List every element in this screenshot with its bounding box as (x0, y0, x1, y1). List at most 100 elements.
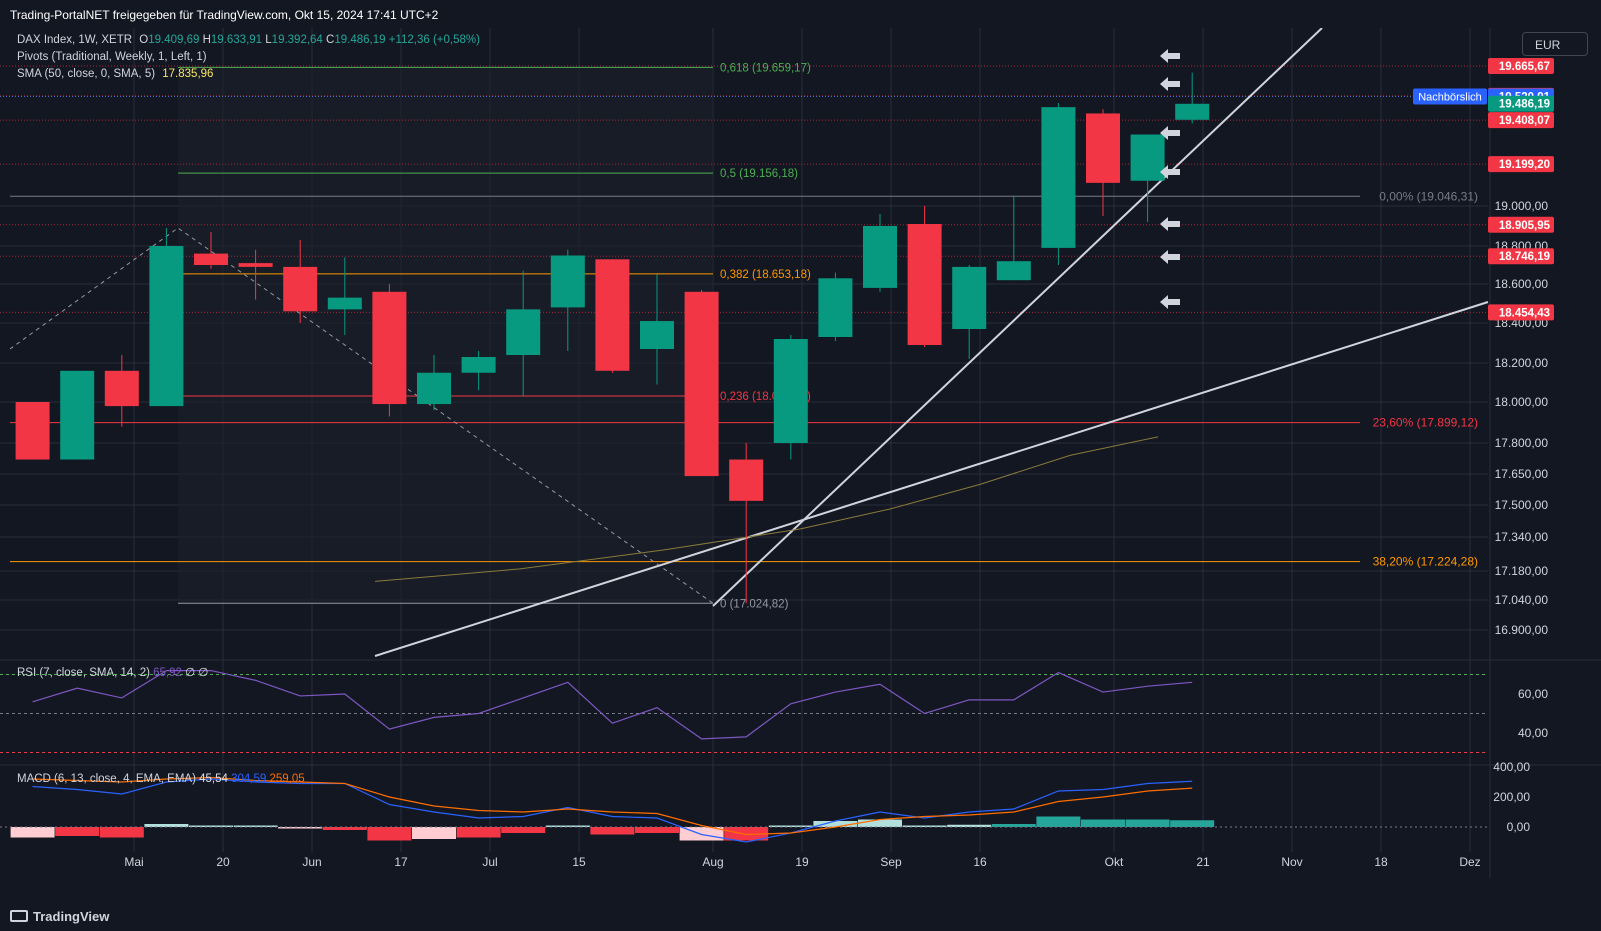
macd-histogram-bar (1125, 819, 1170, 827)
macd-histogram-bar (367, 827, 412, 841)
candle-body (1041, 107, 1076, 248)
macd-signal-line (32, 776, 1193, 836)
y-tick-label: 18.600,00 (1495, 277, 1549, 291)
macd-histogram-bar (278, 827, 323, 829)
macd-histogram-bar (902, 825, 947, 827)
x-tick-label: Nov (1281, 855, 1302, 869)
macd-histogram-bar (456, 827, 501, 838)
chart-canvas[interactable]: Mai 20 Jun 17 Jul 15 Aug 19 Sep 16 Okt 21 Nov 18 Dez 19… (0, 28, 1601, 905)
macd-histogram-bar (189, 825, 233, 827)
price-tag (1488, 216, 1554, 233)
macd-signal-value: 259,05 (269, 773, 305, 785)
price-tag (1488, 156, 1554, 173)
currency-button[interactable]: EUR (1522, 32, 1588, 56)
y-tick-label: 19.000,00 (1495, 199, 1549, 213)
y-tick-label: 16.900,00 (1495, 623, 1549, 637)
macd-histogram-bar (724, 827, 769, 841)
y-tick-label: 17.800,00 (1495, 436, 1549, 450)
price-tag-label: 18.454,43 (1499, 307, 1550, 319)
brand-label: TradingView (33, 909, 110, 924)
price-tag-label: 19.408,07 (1499, 115, 1550, 127)
macd-histogram-bar (1036, 816, 1081, 827)
top-bar: Trading-PortalNET freigegeben für Tradin… (0, 0, 1601, 28)
price-tag (1488, 58, 1554, 74)
y-tick-label: 17.650,00 (1495, 467, 1549, 481)
price-tag-label: 19.665,67 (1499, 61, 1550, 73)
pivot-arrow-icon (1160, 126, 1180, 140)
candle-body (506, 309, 541, 355)
candle-body (194, 253, 228, 265)
macd-histogram-bar (10, 827, 55, 838)
tradingview-logo[interactable]: TradingView (10, 909, 109, 924)
high-label: H (202, 34, 211, 46)
open-value: 19.409,69 (148, 34, 200, 46)
macd-histogram-bar (768, 825, 813, 827)
price-tag-label: 18.746,19 (1499, 251, 1550, 263)
macd-histogram-bar (412, 827, 456, 839)
macd-histogram-bar (545, 825, 590, 827)
rsi-value: 65,92 (153, 667, 182, 679)
open-label: O (139, 34, 149, 46)
pivots-legend: Pivots (Traditional, Weekly, 1, Left, 1) (17, 51, 207, 63)
candle-body (238, 263, 273, 267)
macd-histogram-bar (322, 827, 367, 830)
candle-body (818, 278, 853, 337)
x-tick-label: 20 (216, 855, 230, 869)
close-label: C (326, 34, 335, 46)
footer: TradingView (0, 905, 1601, 931)
candle-body (372, 291, 407, 405)
candle-body (1086, 113, 1120, 183)
symbol-name: DAX Index, 1W, XETR (17, 34, 133, 46)
macd-line (32, 778, 1193, 843)
rsi-label: RSI (7, close, SMA, 14, 2) (17, 667, 150, 679)
candle-body (327, 297, 362, 310)
y-tick-label: 17.180,00 (1495, 564, 1549, 578)
fib-label: 0,382 (18.653,18) (720, 269, 811, 281)
rsi-legend: RSI (7, close, SMA, 14, 2) 65,92 ∅ ∅ (17, 665, 208, 679)
macd-histogram-bar (1170, 820, 1215, 827)
rsi-extra: ∅ ∅ (185, 667, 209, 679)
macd-legend: MACD (6, 13, close, 4, EMA, EMA) 45,54 3… (17, 773, 305, 785)
low-label: L (265, 34, 272, 46)
candle-body (417, 372, 451, 405)
low-value: 19.392,64 (271, 34, 323, 46)
price-tag (1488, 248, 1554, 265)
x-tick-label: 21 (1196, 855, 1210, 869)
x-tick-label: 15 (572, 855, 586, 869)
candle-body (907, 224, 942, 345)
sma-legend: SMA (50, close, 0, SMA, 5) 17.835,96 (17, 68, 213, 80)
candle-body (640, 321, 674, 349)
macd-histogram-bar (501, 827, 546, 833)
fib-ext-label: 0,00% (19.046,31) (1379, 189, 1478, 203)
fib-label: 0 (17.024,82) (720, 598, 789, 610)
candle-body (773, 339, 808, 443)
pivots-label: Pivots (Traditional, Weekly, 1, Left, 1) (17, 51, 207, 63)
macd-histogram-bar (635, 827, 679, 833)
candle-body (863, 226, 897, 288)
macd-histogram-bar (947, 824, 992, 827)
macd-line-value: 304,59 (231, 773, 267, 785)
share-title: Trading-PortalNET freigegeben für Tradin… (10, 8, 439, 22)
candle-body (149, 246, 184, 407)
macd-histogram-bar (1081, 819, 1125, 827)
candle-body (595, 259, 630, 371)
macd-histogram-bar (99, 827, 144, 838)
macd-histogram-bar (858, 819, 902, 827)
pivot-arrow-icon (1160, 250, 1180, 264)
macd-histogram-bar (813, 821, 858, 827)
candle-body (684, 291, 719, 477)
x-tick-label: 19 (795, 855, 809, 869)
macd-histogram-bar (233, 825, 278, 827)
rsi-tick-label: 60,00 (1518, 687, 1548, 701)
fib-ext-label: 23,60% (17.899,12) (1373, 416, 1478, 430)
rsi-tick-label: 40,00 (1518, 726, 1548, 740)
macd-histogram-bar (991, 824, 1036, 827)
change-value: +112,36 (+0,58%) (388, 34, 480, 46)
trend-line-upper (712, 28, 1323, 607)
candle-body (952, 266, 987, 329)
candle-body (15, 402, 50, 460)
macd-hist-value: 45,54 (199, 773, 228, 785)
sma-label: SMA (50, close, 0, SMA, 5) (17, 68, 156, 80)
tradingview-icon (10, 910, 28, 922)
candle-body (996, 261, 1031, 281)
